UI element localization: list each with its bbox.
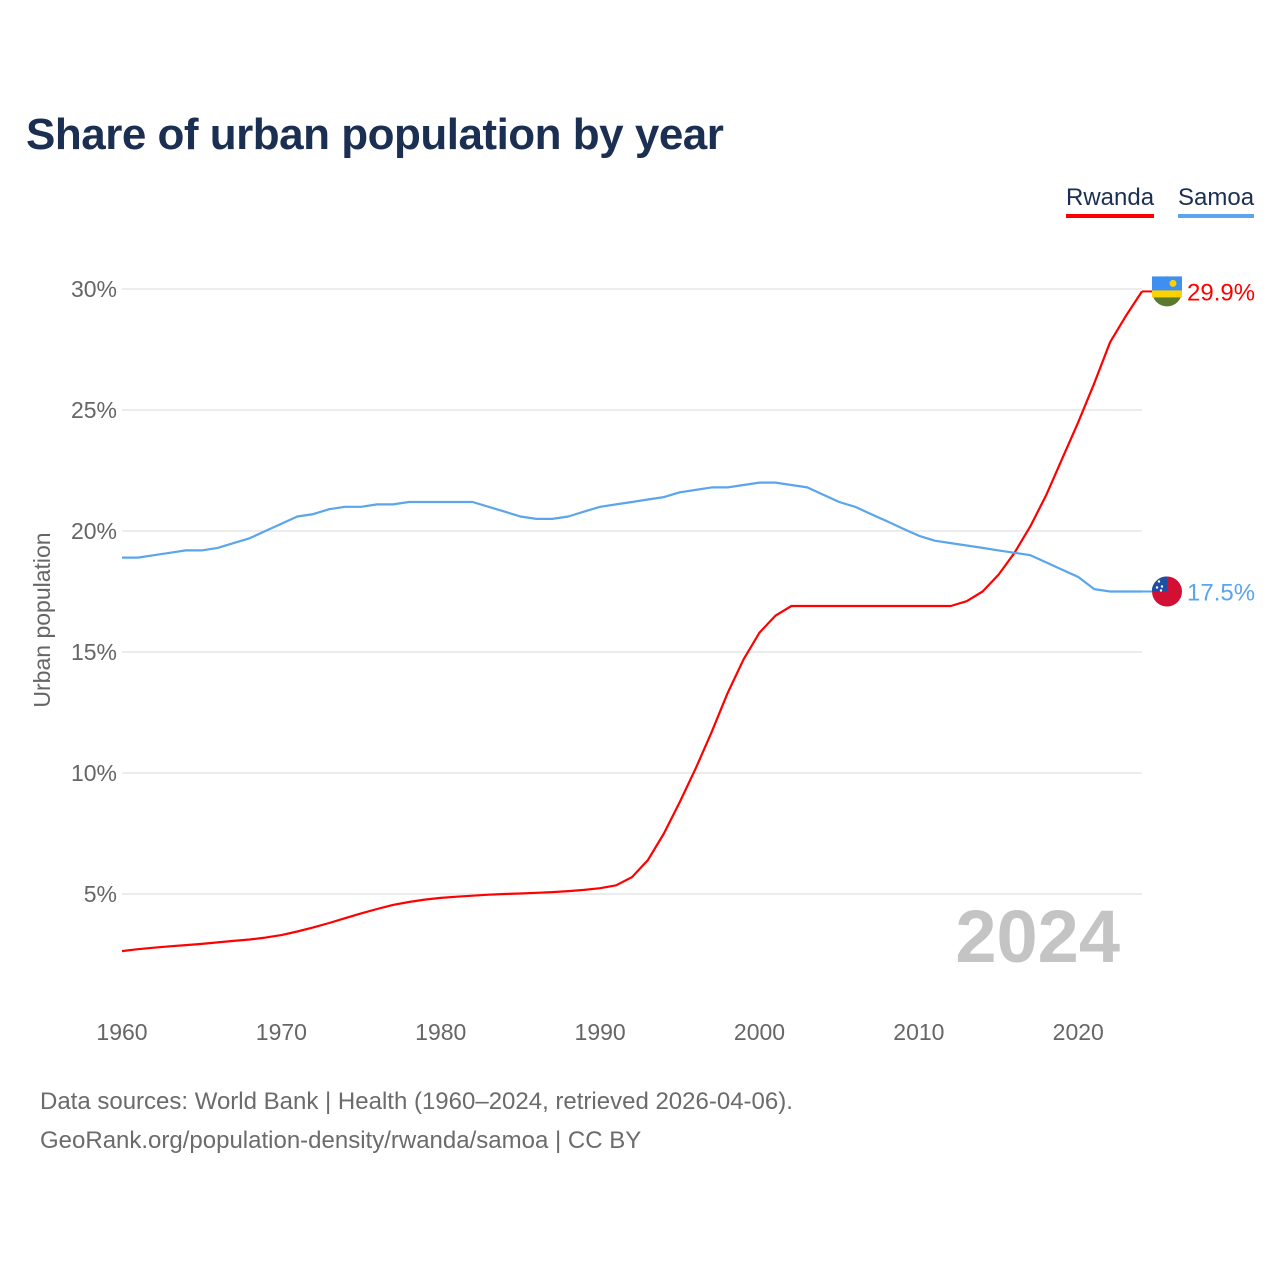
samoa-flag-star: [1157, 580, 1161, 583]
y-tick-label: 15%: [71, 639, 117, 665]
x-tick-label: 1970: [256, 1019, 307, 1045]
samoa-flag-star: [1160, 585, 1164, 588]
year-watermark: 2024: [955, 895, 1120, 978]
samoa-flag-star: [1155, 586, 1159, 589]
x-tick-label: 2000: [734, 1019, 785, 1045]
chart-title: Share of urban population by year: [26, 110, 724, 159]
rwanda-flag-yellow: [1152, 290, 1182, 298]
x-tick-label: 1980: [415, 1019, 466, 1045]
series-line-rwanda: [121, 290, 1143, 953]
y-tick-label: 5%: [84, 881, 117, 907]
end-value-label: 29.9%: [1187, 279, 1255, 306]
legend-rwanda[interactable]: Rwanda: [1066, 184, 1155, 218]
source-link[interactable]: GeoRank.org/population-density/rwanda/sa…: [40, 1127, 642, 1154]
y-tick-label: 30%: [71, 276, 117, 302]
y-tick-label: 25%: [71, 397, 117, 423]
y-axis-label: Urban population: [29, 532, 55, 707]
x-tick-label: 2020: [1053, 1019, 1104, 1045]
rwanda-flag-blue: [1152, 276, 1182, 292]
x-tick-label: 2010: [893, 1019, 944, 1045]
legend-samoa[interactable]: Samoa: [1178, 184, 1255, 218]
data-sources: Data sources: World Bank | Health (1960–…: [40, 1088, 793, 1115]
samoa-flag-star: [1159, 589, 1163, 592]
x-tick-label: 1990: [575, 1019, 626, 1045]
x-tick-label: 1960: [96, 1019, 147, 1045]
samoa-flag-canton: [1152, 576, 1167, 592]
series-line-samoa: [122, 481, 1142, 593]
rwanda-flag-sun: [1169, 279, 1177, 287]
y-tick-label: 10%: [71, 760, 117, 786]
end-value-label: 17.5%: [1187, 580, 1255, 607]
y-tick-label: 20%: [71, 518, 117, 544]
